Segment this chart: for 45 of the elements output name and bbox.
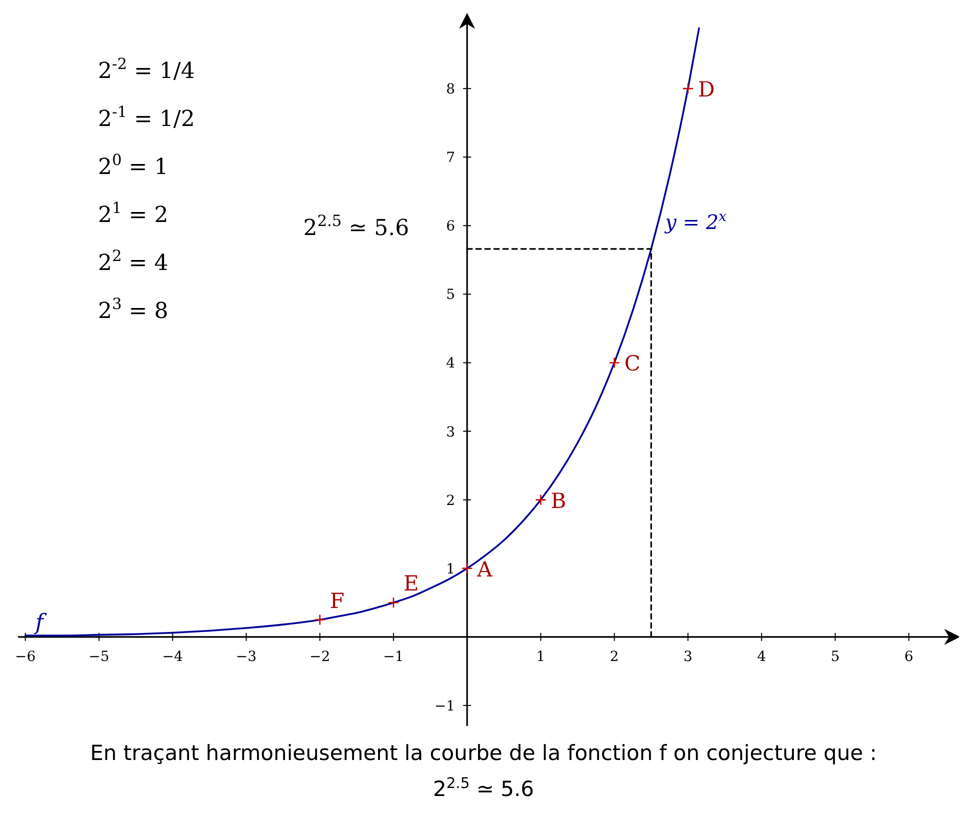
x-tick-label: 4 (757, 648, 766, 665)
y-tick-label: 2 (446, 492, 456, 509)
annotation: 2$^{3}$ = 8 (98, 295, 168, 324)
x-tick-label: 2 (610, 648, 619, 665)
x-tick-label: 6 (904, 648, 914, 665)
annotation: 2$^{2.5}$ ≃ 5.6 (303, 212, 410, 241)
annotation: 2$^{0}$ = 1 (98, 151, 168, 180)
point (535, 494, 546, 506)
x-tick-label: −6 (15, 648, 36, 665)
annotation: 2$^{-2}$ = 1/4 (98, 55, 195, 84)
x-tick-label: −2 (310, 648, 330, 665)
y-tick-label: −1 (434, 698, 456, 714)
y-tick-label: 4 (446, 356, 456, 372)
annotation: D (698, 78, 715, 102)
annotation: E (403, 572, 419, 596)
x-tick-label: −5 (88, 648, 110, 665)
x-tick-label: 5 (830, 648, 840, 665)
point (388, 596, 400, 608)
point (314, 614, 326, 626)
text: En traçant harmonieusement la courbe de la fonction f on conjecture que : (90, 741, 877, 765)
x-tick-label: −3 (236, 648, 257, 665)
x-tick-label: 1 (536, 648, 546, 665)
annotation: F (330, 588, 344, 613)
annotation: 2$^{-1}$ = 1/2 (98, 103, 195, 132)
y-tick-label: 7 (446, 150, 456, 166)
y-tick-label: 6 (446, 218, 456, 235)
x-tick-label: −1 (383, 648, 404, 665)
line-series (24, 27, 700, 636)
y-tick-label: 8 (446, 82, 456, 98)
text: 2$^{2.5}$ ≃ 5.6 (432, 774, 534, 801)
annotation: A (476, 557, 494, 582)
y-tick-label: 3 (446, 424, 456, 440)
annotation: 2$^{1}$ = 2 (98, 199, 168, 228)
point (608, 357, 620, 368)
annotation: f (33, 610, 48, 636)
y-tick-label: 5 (446, 287, 456, 304)
series-label: y = 2$^{x}$ (664, 208, 727, 234)
x-tick-label: −4 (162, 648, 184, 665)
annotation: 2$^{2}$ = 4 (98, 247, 168, 276)
annotation: B (550, 488, 566, 513)
point (461, 562, 473, 574)
annotation: C (624, 352, 640, 376)
y-tick-label: 1 (446, 561, 456, 578)
x-tick-label: 3 (684, 648, 692, 665)
point (682, 82, 694, 94)
